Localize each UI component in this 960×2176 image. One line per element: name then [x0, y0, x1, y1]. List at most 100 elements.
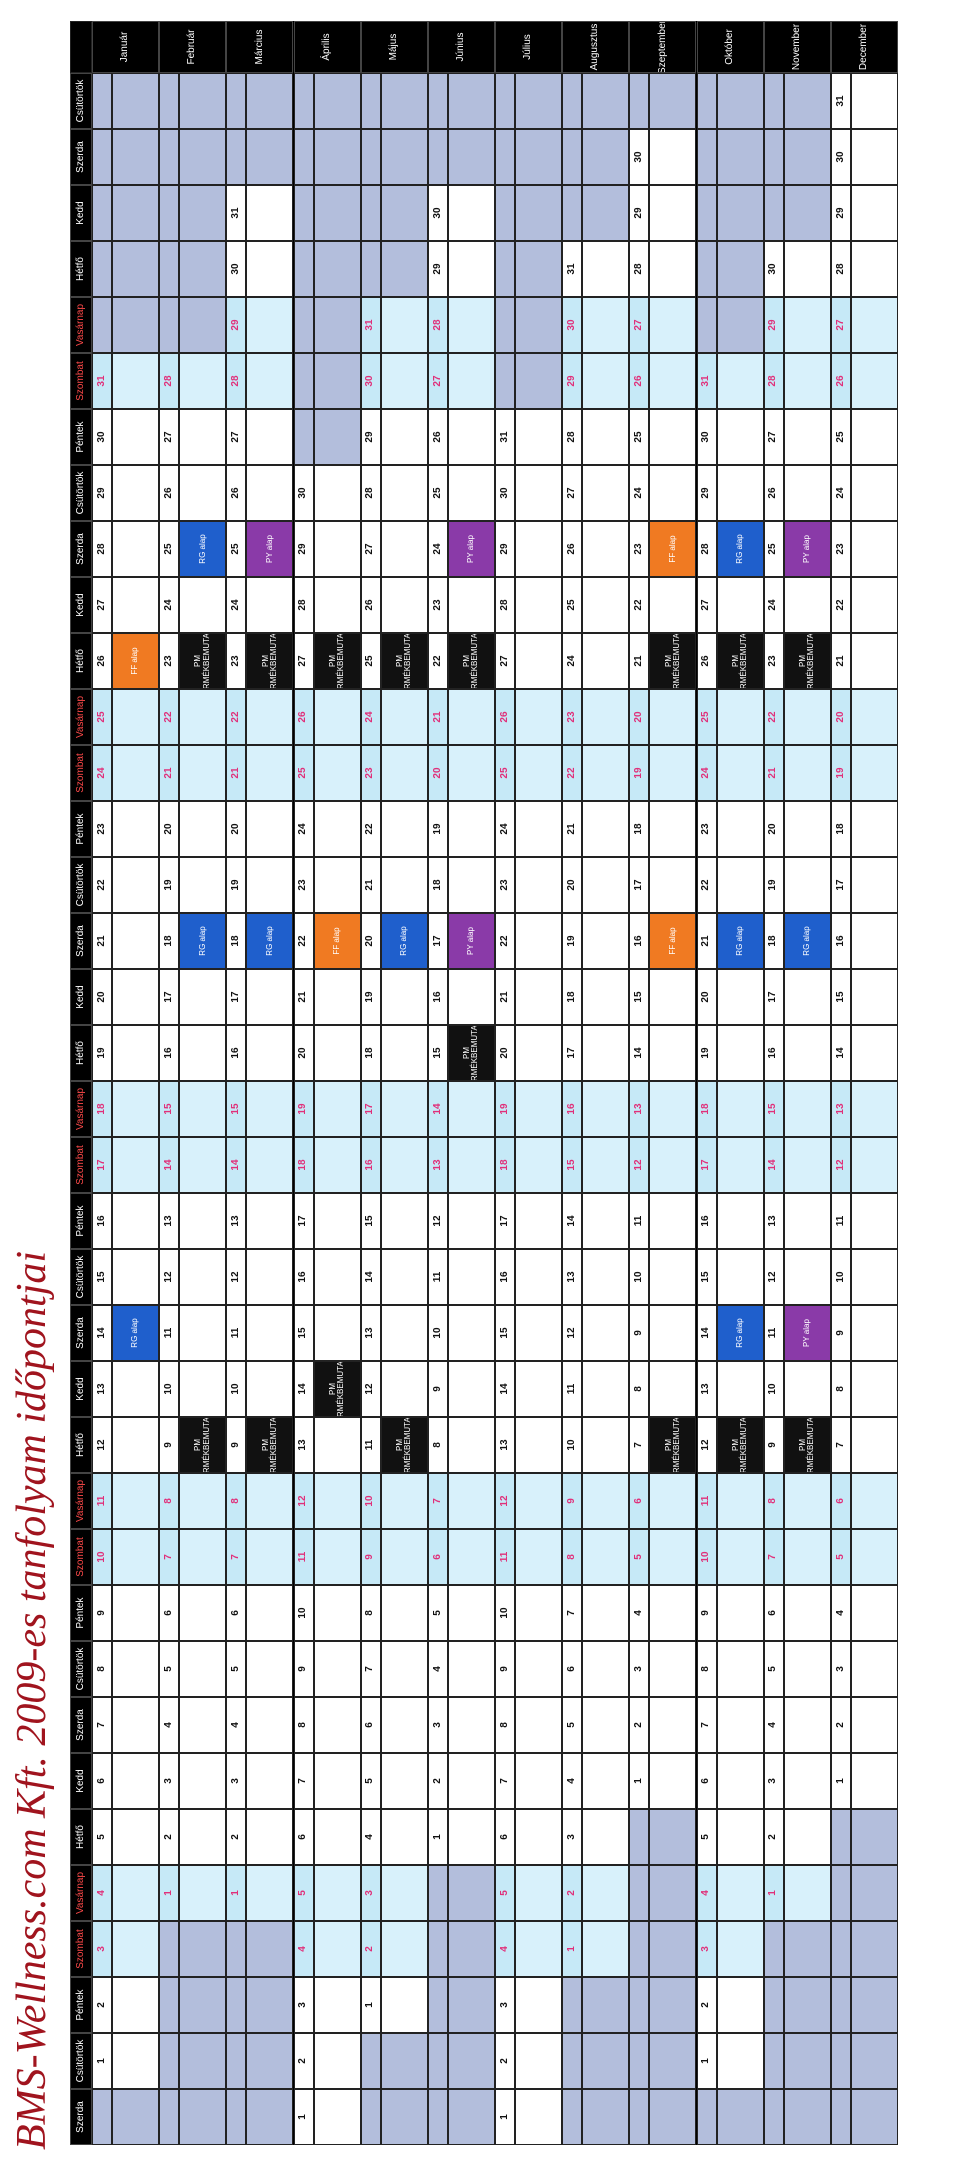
empty-cell: [427, 1921, 448, 1977]
day-cell: [313, 1417, 361, 1473]
day-cell: [447, 1697, 495, 1753]
day-cell: [582, 1809, 630, 1865]
day-number: 1: [562, 1921, 583, 1977]
day-number: 22: [763, 689, 784, 745]
day-number: 26: [562, 521, 583, 577]
day-number: 6: [763, 1585, 784, 1641]
empty-cell: [629, 1921, 650, 1977]
empty-cell: [696, 2089, 717, 2145]
day-number: 14: [427, 1081, 448, 1137]
day-cell: [313, 1137, 361, 1193]
month-name: November: [763, 21, 831, 73]
weekday-header: Szombat: [70, 353, 92, 409]
day-number: 9: [562, 1473, 583, 1529]
day-number: 20: [226, 801, 247, 857]
day-number: 18: [159, 913, 180, 969]
day-number: 8: [360, 1585, 381, 1641]
day-number: 4: [159, 1697, 180, 1753]
day-number: 4: [562, 1753, 583, 1809]
day-cell: [179, 2089, 227, 2145]
day-cell: [515, 913, 563, 969]
day-number: 3: [226, 1753, 247, 1809]
day-number: 27: [763, 409, 784, 465]
day-cell: [380, 129, 428, 185]
weekday-header: Péntek: [70, 409, 92, 465]
day-number: 22: [696, 857, 717, 913]
day-number: 17: [696, 1137, 717, 1193]
day-number: 3: [495, 1977, 515, 2033]
empty-cell: [226, 1977, 247, 2033]
month-name: Április: [293, 21, 361, 73]
day-number: 25: [495, 745, 515, 801]
day-cell: [582, 689, 630, 745]
day-number: 24: [293, 801, 314, 857]
day-cell: [179, 1081, 227, 1137]
day-number: 14: [495, 1361, 515, 1417]
day-number: 27: [226, 409, 247, 465]
day-cell: [716, 689, 764, 745]
empty-cell: [763, 185, 784, 241]
day-cell: [313, 241, 361, 297]
day-number: 22: [495, 913, 515, 969]
day-number: 27: [159, 409, 180, 465]
day-number: 28: [92, 521, 112, 577]
day-number: 7: [696, 1697, 717, 1753]
day-cell: [447, 1585, 495, 1641]
weekday-header: Kedd: [70, 1361, 92, 1417]
day-number: 10: [763, 1361, 784, 1417]
day-cell: [112, 913, 160, 969]
day-number: 10: [830, 1249, 851, 1305]
event: PM TERMÉKBEMUTATÓ: [716, 1417, 764, 1473]
day-number: 24: [92, 745, 112, 801]
day-cell: [515, 1473, 563, 1529]
day-cell: [179, 1865, 227, 1921]
day-cell: [716, 1473, 764, 1529]
day-cell: [716, 1697, 764, 1753]
day-cell: [380, 241, 428, 297]
empty-cell: [427, 2089, 448, 2145]
day-number: 5: [696, 1809, 717, 1865]
day-cell: [313, 1641, 361, 1697]
day-cell: [112, 1025, 160, 1081]
day-number: 10: [696, 1529, 717, 1585]
month-name: Szeptember: [629, 21, 697, 73]
day-cell: [582, 1025, 630, 1081]
day-cell: [380, 1921, 428, 1977]
empty-cell: [427, 1865, 448, 1921]
day-cell: [716, 1921, 764, 1977]
day-number: 28: [159, 353, 180, 409]
day-cell: [179, 185, 227, 241]
day-cell: [582, 969, 630, 1025]
day-number: 6: [293, 1809, 314, 1865]
day-number: 5: [495, 1865, 515, 1921]
weekday-header: Csütörtök: [70, 73, 92, 129]
day-cell: [649, 1361, 697, 1417]
day-number: 24: [696, 745, 717, 801]
day-cell: [313, 1865, 361, 1921]
day-cell: [582, 1361, 630, 1417]
day-cell: [515, 1641, 563, 1697]
day-number: 5: [763, 1641, 784, 1697]
day-cell: [850, 353, 898, 409]
day-number: 13: [696, 1361, 717, 1417]
empty-cell: [629, 2089, 650, 2145]
day-number: 9: [427, 1361, 448, 1417]
day-number: 13: [159, 1193, 180, 1249]
day-cell: [179, 1697, 227, 1753]
day-cell: [716, 1641, 764, 1697]
day-number: 5: [360, 1753, 381, 1809]
day-cell: [783, 1697, 831, 1753]
day-cell: [380, 1529, 428, 1585]
day-number: 30: [427, 185, 448, 241]
day-cell: [515, 1585, 563, 1641]
event: PM TERMÉKBEMUTATÓ: [179, 633, 227, 689]
day-cell: [783, 297, 831, 353]
day-cell: [716, 465, 764, 521]
day-number: 6: [562, 1641, 583, 1697]
day-cell: [246, 857, 294, 913]
day-cell: [783, 1137, 831, 1193]
day-number: 2: [159, 1809, 180, 1865]
day-number: 4: [629, 1585, 650, 1641]
day-cell: [246, 73, 294, 129]
day-cell: [447, 1809, 495, 1865]
